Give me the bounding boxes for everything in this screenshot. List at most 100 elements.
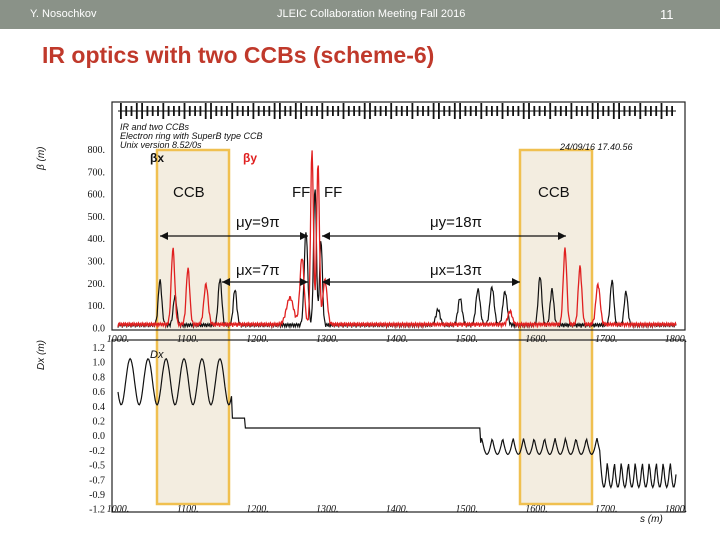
- dispersion-tick-label: -0.9: [89, 490, 105, 501]
- s-tick-label: 1500.: [456, 504, 479, 515]
- s-tick-label: 1400.: [386, 504, 409, 515]
- lattice-element: [501, 103, 504, 119]
- lattice-element: [310, 106, 313, 116]
- lattice-element: [379, 106, 382, 116]
- beta-tick-label: 100.: [88, 301, 106, 312]
- lattice-element: [443, 106, 446, 116]
- lattice-element: [390, 103, 393, 119]
- plot-timestamp: 24/09/16 17.40.56: [559, 142, 633, 152]
- lattice-element: [358, 106, 361, 116]
- lattice-element: [263, 106, 265, 116]
- lattice-element: [204, 103, 207, 119]
- lattice-element: [517, 106, 520, 116]
- lattice-element: [305, 106, 308, 116]
- lattice-element: [257, 106, 260, 116]
- s-tick-labels-bottom: 1000. 1100. 1200. 1300. 1400. 1500. 1600. 1700.…: [107, 504, 688, 515]
- ff-left-label: FF: [292, 184, 310, 201]
- lattice-element: [347, 106, 350, 116]
- lattice-element: [210, 103, 212, 119]
- lattice-element: [194, 106, 196, 116]
- lattice-element: [395, 106, 398, 116]
- lattice-element: [326, 106, 329, 116]
- lattice-element: [141, 103, 143, 119]
- s-tick-label: 1000.: [107, 334, 130, 345]
- mu-y-right-label: μy=18π: [430, 214, 482, 231]
- page-number: 11: [660, 7, 674, 22]
- lattice-element: [496, 106, 499, 116]
- slide-header-bar: Y. Nosochkov JLEIC Collaboration Meeting…: [0, 0, 720, 29]
- mu-y-arrow-right: [322, 232, 566, 240]
- lattice-element: [252, 103, 255, 119]
- beta-y-legend: βy: [243, 151, 257, 165]
- s-tick-label: 1000.: [107, 504, 130, 515]
- lattice-element: [363, 103, 366, 119]
- dispersion-tick-labels: 1.2 1.0 0.8 0.6 0.4 0.2 0.0 -0.2 -0.5 -0.7 -0.9 -1.…: [89, 343, 105, 516]
- lattice-element: [337, 106, 340, 116]
- lattice-element: [618, 103, 620, 119]
- plot-header-line-2: Electron ring with SuperB type CCB: [120, 131, 263, 141]
- plot-header-line-3: Unix version 8.52/0s: [120, 140, 202, 150]
- lattice-element: [422, 106, 424, 116]
- lattice-element: [294, 103, 297, 119]
- lattice-element: [581, 106, 583, 116]
- beta-plot-frame: [111, 101, 686, 331]
- lattice-element: [268, 106, 271, 116]
- s-tick-label: 1300.: [316, 334, 339, 345]
- ccb-left-label: CCB: [173, 184, 205, 201]
- lattice-element: [300, 103, 302, 119]
- lattice-element: [549, 103, 552, 119]
- lattice-element: [279, 103, 281, 119]
- slide-title: IR optics with two CCBs (scheme-6): [42, 42, 435, 68]
- lattice-element: [385, 106, 387, 116]
- lattice-element: [157, 106, 159, 116]
- lattice-element: [120, 103, 122, 119]
- lattice-element: [151, 106, 154, 116]
- mu-x-left-label: μx=7π: [236, 262, 280, 279]
- lattice-element: [316, 106, 318, 116]
- s-tick-label: 1700.: [595, 504, 618, 515]
- s-tick-label: 1400.: [386, 334, 409, 345]
- ccb-right-label: CCB: [538, 184, 570, 201]
- meeting-name: JLEIC Collaboration Meeting Fall 2016: [277, 8, 466, 20]
- lattice-element: [226, 106, 228, 116]
- dispersion-tick-label: 0.0: [93, 431, 106, 442]
- lattice-element: [178, 106, 181, 116]
- lattice-element: [570, 103, 573, 119]
- beta-tick-label: 300.: [88, 257, 106, 268]
- lattice-element: [448, 106, 451, 116]
- ccb-left-highlight: [155, 148, 231, 506]
- lattice-element: [522, 103, 525, 119]
- mu-y-arrow-left: [160, 232, 308, 240]
- lattice-element: [512, 106, 514, 116]
- lattice-element: [273, 103, 276, 119]
- s-tick-label: 1800.: [665, 504, 688, 515]
- lattice-element: [167, 106, 170, 116]
- mu-x-right-label: μx=13π: [430, 262, 482, 279]
- dispersion-tick-label: -0.7: [89, 475, 105, 486]
- lattice-element: [559, 106, 562, 116]
- beta-tick-label: 600.: [88, 190, 106, 201]
- lattice-element: [591, 103, 594, 119]
- s-axis-label: s (m): [640, 514, 663, 525]
- lattice-element: [400, 106, 403, 116]
- lattice-element: [655, 106, 658, 116]
- dispersion-tick-label: 0.4: [93, 402, 106, 413]
- lattice-element: [464, 106, 467, 116]
- s-tick-label: 1200.: [246, 504, 269, 515]
- ff-right-label: FF: [324, 184, 342, 201]
- lattice-element: [607, 106, 610, 116]
- lattice-element: [173, 106, 175, 116]
- dispersion-tick-label: 1.2: [93, 343, 106, 354]
- plot-header-line-1: IR and two CCBs: [120, 122, 190, 132]
- lattice-element: [369, 103, 371, 119]
- lattice-element: [406, 106, 408, 116]
- lattice-element: [665, 106, 668, 116]
- lattice-element: [411, 103, 414, 119]
- dispersion-tick-label: 0.2: [93, 417, 106, 428]
- lattice-element: [247, 106, 249, 116]
- lattice-element: [459, 103, 461, 119]
- lattice-element: [623, 106, 626, 116]
- lattice-element: [353, 106, 355, 116]
- lattice-element: [146, 106, 149, 116]
